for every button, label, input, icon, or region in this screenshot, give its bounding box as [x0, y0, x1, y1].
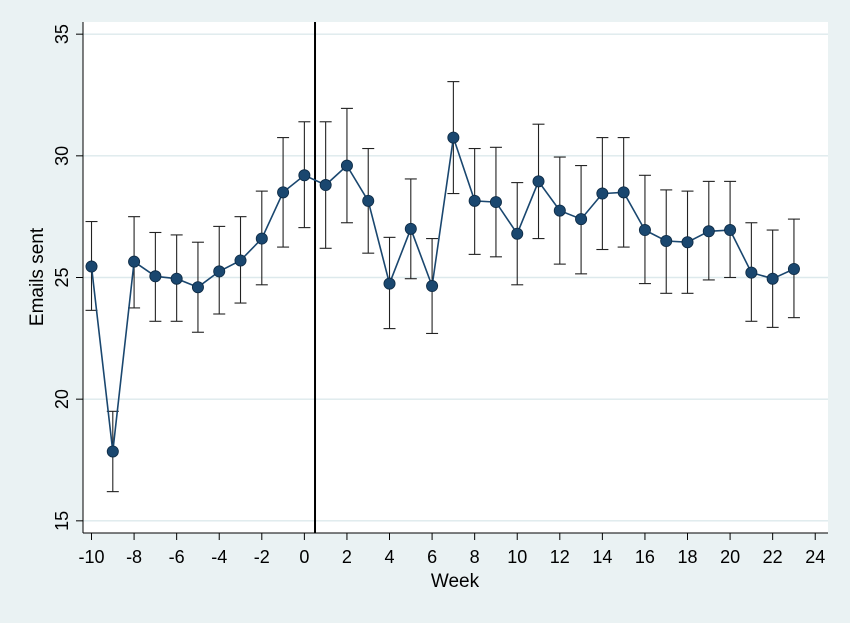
grid-lines	[83, 33, 828, 522]
data-point	[575, 213, 588, 226]
data-point	[702, 225, 715, 238]
data-point	[170, 272, 183, 285]
x-tick-label: -6	[169, 547, 185, 567]
y-tick-label: 20	[52, 389, 72, 409]
data-point	[128, 255, 141, 268]
data-point	[319, 179, 332, 192]
data-point	[596, 187, 609, 200]
data-point	[660, 234, 673, 247]
y-axis-label: Emails sent	[27, 227, 48, 326]
data-point	[106, 445, 119, 458]
x-tick-label: 6	[427, 547, 437, 567]
data-point	[489, 196, 502, 209]
x-tick-label: 24	[805, 547, 825, 567]
data-point	[255, 232, 268, 245]
data-point	[234, 254, 247, 267]
y-tick-label: 25	[52, 267, 72, 287]
data-point	[745, 266, 758, 279]
data-point	[362, 194, 375, 207]
axes: -10 -8 -6 -4 -2 0 2 4 6 8 10 12 14 16 18 20 22 2415202530…	[52, 22, 828, 567]
data-point	[681, 236, 694, 249]
data-point	[617, 186, 630, 199]
series-line-layer	[90, 137, 795, 452]
data-point	[468, 194, 481, 207]
x-tick-label: 4	[385, 547, 395, 567]
data-point	[532, 175, 545, 188]
y-tick-label: 35	[52, 24, 72, 44]
data-point	[213, 265, 226, 278]
data-points	[85, 131, 800, 458]
x-tick-label: 8	[470, 547, 480, 567]
x-axis-label: Week	[431, 571, 480, 592]
data-point	[766, 272, 779, 285]
x-tick-label: -10	[79, 547, 105, 567]
x-tick-label: 12	[550, 547, 570, 567]
x-tick-label: 18	[677, 547, 697, 567]
x-tick-label: 2	[342, 547, 352, 567]
x-tick-label: 14	[592, 547, 612, 567]
x-tick-label: -2	[254, 547, 270, 567]
x-tick-label: 10	[507, 547, 527, 567]
x-tick-label: -4	[211, 547, 227, 567]
data-point	[383, 277, 396, 290]
x-tick-label: 20	[720, 547, 740, 567]
x-tick-label: -8	[126, 547, 142, 567]
y-tick-label: 30	[52, 146, 72, 166]
data-point	[553, 204, 566, 217]
x-tick-label: 16	[635, 547, 655, 567]
data-point	[191, 281, 204, 294]
data-point	[277, 186, 290, 199]
data-point	[404, 222, 417, 235]
data-point	[340, 159, 353, 172]
data-point	[149, 270, 162, 283]
data-point	[85, 260, 98, 273]
y-tick-label: 15	[52, 511, 72, 531]
data-point	[447, 131, 460, 144]
data-point	[724, 224, 737, 237]
data-point	[638, 224, 651, 237]
x-tick-label: 22	[763, 547, 783, 567]
data-point	[511, 227, 524, 240]
x-tick-label: 0	[299, 547, 309, 567]
data-point	[787, 262, 800, 275]
series-line	[90, 137, 795, 452]
data-point	[298, 169, 311, 182]
data-point	[426, 280, 439, 293]
